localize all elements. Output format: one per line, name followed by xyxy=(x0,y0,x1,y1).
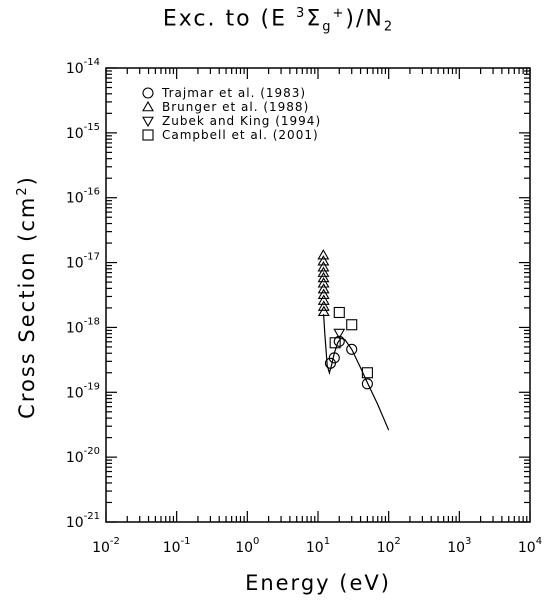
y-tick-exponent: -20 xyxy=(84,446,100,457)
triangle-up-point xyxy=(317,294,330,305)
x-tick-exponent: 0 xyxy=(253,536,259,547)
circle-point xyxy=(346,343,358,355)
x-tick-label: 101 xyxy=(306,536,330,556)
x-tick-exponent: 1 xyxy=(324,536,330,547)
triangle-down-point xyxy=(333,328,346,340)
legend-label: Zubek and King (1994) xyxy=(162,114,321,128)
triangle-up-point xyxy=(317,261,330,272)
y-tick-label: 10-19 xyxy=(66,381,100,401)
title-sup-plus: + xyxy=(332,6,346,21)
circle-point xyxy=(333,335,345,347)
square-point xyxy=(333,306,345,319)
title-sup-3: 3 xyxy=(296,6,307,21)
x-tick-base: 10 xyxy=(235,540,253,556)
y-tick-base: 10 xyxy=(66,61,84,77)
x-tick-label: 10-1 xyxy=(163,536,191,556)
triangle-up-point xyxy=(317,300,330,311)
y-tick-base: 10 xyxy=(66,450,84,466)
triangle-up-point xyxy=(317,271,330,283)
y-axis-label-sup: 2 xyxy=(15,185,30,195)
y-tick-label: 10-14 xyxy=(66,57,100,77)
ticks-layer xyxy=(105,67,531,523)
y-tick-label: 10-15 xyxy=(66,122,100,142)
triangle-up-point xyxy=(317,249,330,260)
triangle-up-point xyxy=(317,277,330,288)
x-tick-label: 100 xyxy=(235,536,259,556)
series-triangle-down xyxy=(333,328,346,340)
series-square xyxy=(329,306,373,379)
legend: Trajmar et al. (1983)Brunger et al. (198… xyxy=(142,86,321,142)
y-axis-label-text: Cross Section (cm xyxy=(15,196,39,419)
y-tick-label: 10-17 xyxy=(66,252,100,272)
y-tick-exponent: -16 xyxy=(84,187,100,198)
series-triangle-up xyxy=(317,249,330,316)
legend-marker-square xyxy=(142,129,154,141)
title-prefix: Exc. to (E xyxy=(162,6,297,32)
y-tick-exponent: -18 xyxy=(84,316,100,327)
y-tick-label: 10-16 xyxy=(66,187,100,207)
legend-label: Trajmar et al. (1983) xyxy=(161,86,306,100)
y-tick-label: 10-18 xyxy=(66,316,100,336)
y-tick-label: 10-21 xyxy=(66,511,100,531)
x-tick-base: 10 xyxy=(306,540,324,556)
y-tick-exponent: -21 xyxy=(84,511,100,522)
x-tick-label: 102 xyxy=(377,536,401,556)
y-tick-label: 10-20 xyxy=(66,446,100,466)
x-tick-exponent: 3 xyxy=(465,536,471,547)
legend-label: Campbell et al. (2001) xyxy=(162,128,319,142)
x-tick-base: 10 xyxy=(447,540,465,556)
y-tick-base: 10 xyxy=(66,515,84,531)
triangle-up-point xyxy=(317,282,330,294)
x-tick-base: 10 xyxy=(377,540,395,556)
x-tick-exponent: -2 xyxy=(110,536,120,547)
x-tick-base: 10 xyxy=(518,540,536,556)
x-tick-label: 103 xyxy=(447,536,471,556)
x-tick-exponent: 2 xyxy=(394,536,400,547)
legend-marker-circle xyxy=(142,87,154,99)
y-tick-base: 10 xyxy=(66,191,84,207)
legend-label: Brunger et al. (1988) xyxy=(162,100,309,114)
x-tick-label: 10-2 xyxy=(92,536,120,556)
y-axis-label-close: ) xyxy=(15,175,39,185)
y-tick-base: 10 xyxy=(66,320,84,336)
x-tick-label: 104 xyxy=(518,536,542,556)
triangle-up-point xyxy=(317,255,330,266)
y-tick-exponent: -19 xyxy=(84,381,100,392)
title-suffix: )/N xyxy=(345,6,384,32)
y-tick-exponent: -17 xyxy=(84,252,100,263)
chart-title: Exc. to (E 3Σg+)/N2 xyxy=(0,6,557,35)
square-point xyxy=(346,319,358,331)
theory-curve xyxy=(323,314,390,431)
triangle-up-point xyxy=(317,266,330,277)
x-tick-base: 10 xyxy=(163,540,181,556)
tick-labels-layer: 10-2 10-1 100 101 102 103 10410-1410-1510-1610… xyxy=(66,57,542,556)
y-tick-exponent: -15 xyxy=(84,122,100,133)
x-tick-exponent: -1 xyxy=(181,536,191,547)
y-tick-base: 10 xyxy=(66,385,84,401)
y-tick-base: 10 xyxy=(66,256,84,272)
x-tick-exponent: 4 xyxy=(536,536,542,547)
x-tick-base: 10 xyxy=(92,540,110,556)
data-layer xyxy=(317,249,390,431)
y-tick-base: 10 xyxy=(66,126,84,142)
title-sigma: Σ xyxy=(306,6,323,32)
legend-marker-triangle-down xyxy=(142,116,154,128)
title-sub-g: g xyxy=(322,19,333,35)
square-point xyxy=(329,337,341,349)
y-tick-exponent: -14 xyxy=(84,57,100,68)
x-axis-label: Energy (eV) xyxy=(245,571,391,595)
circle-point xyxy=(361,378,373,390)
triangle-up-point xyxy=(317,288,330,299)
legend-marker-triangle-up xyxy=(142,100,154,112)
y-axis-label: Cross Section (cm2) xyxy=(15,175,39,419)
title-sub-2: 2 xyxy=(383,19,395,35)
